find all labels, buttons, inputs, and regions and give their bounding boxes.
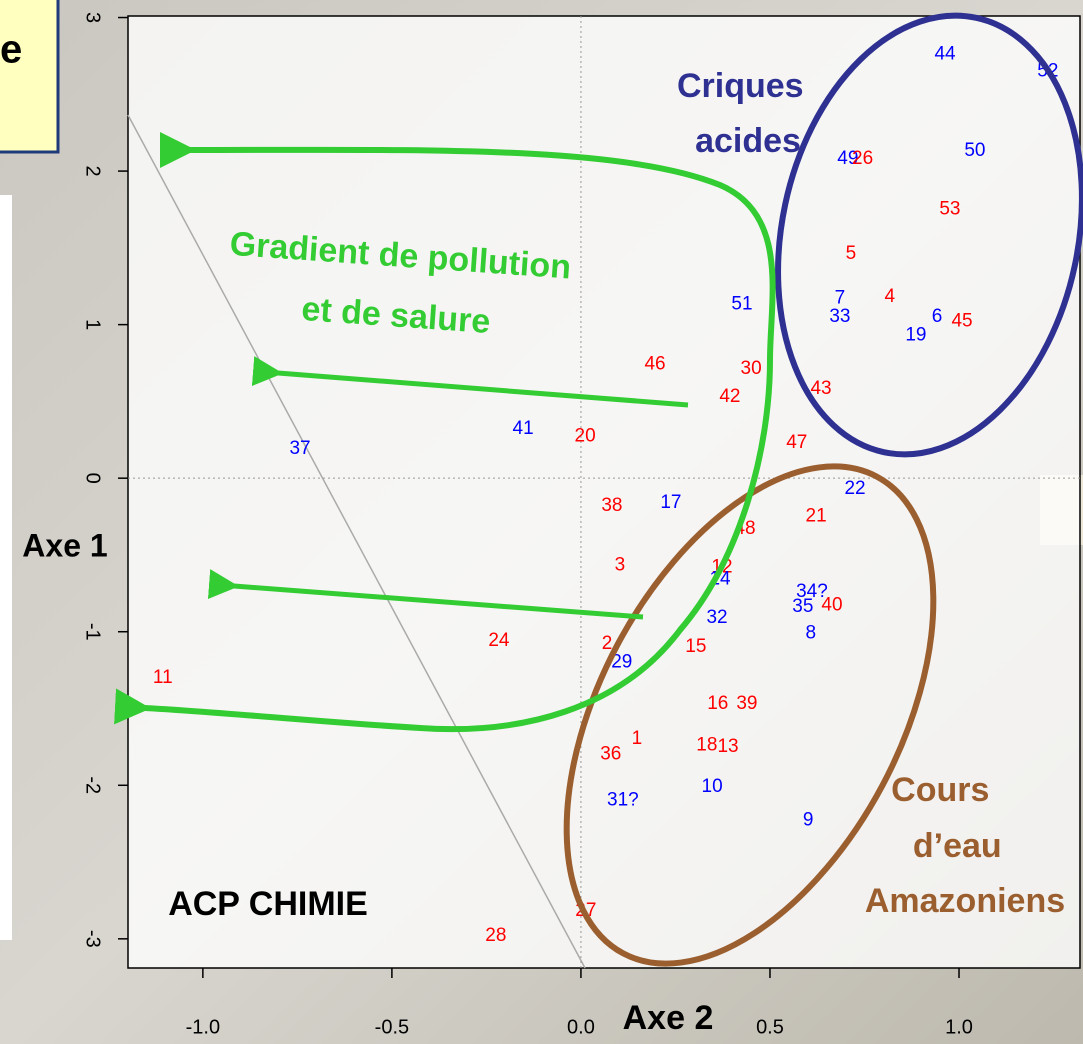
point-label: 4 xyxy=(885,286,896,307)
point-label: 32 xyxy=(706,607,727,628)
point-label: 5 xyxy=(846,243,857,264)
point-label: 46 xyxy=(644,354,665,375)
point-label: 42 xyxy=(719,386,740,407)
y-tick-label: -3 xyxy=(82,930,104,948)
gradient-arrow xyxy=(114,132,776,733)
point-label: 19 xyxy=(905,324,926,345)
decor-line xyxy=(127,114,586,969)
annotation-line: Criques xyxy=(677,67,804,105)
point-label: 26 xyxy=(852,148,873,169)
x-tick-label: -1.0 xyxy=(186,1016,220,1038)
point-label: 21 xyxy=(806,506,827,527)
point-label: 31? xyxy=(607,790,639,811)
point-label: 9 xyxy=(803,810,814,831)
point-label: 10 xyxy=(702,776,723,797)
point-label: 45 xyxy=(951,311,972,332)
point-label: 11 xyxy=(153,667,173,688)
point-label: 47 xyxy=(786,432,807,453)
point-label: 51 xyxy=(731,294,752,315)
point-label: 30 xyxy=(741,358,762,379)
point-label: 44 xyxy=(934,43,956,64)
x-tick-label: 0.5 xyxy=(756,1016,784,1038)
plot-area xyxy=(127,15,1081,969)
annotation-line: d’eau xyxy=(913,827,1002,865)
point-label: 28 xyxy=(485,925,506,946)
point-label: 16 xyxy=(707,693,728,714)
title-box xyxy=(0,0,60,154)
point-label: 18 xyxy=(696,734,717,755)
y-tick-label: -2 xyxy=(82,776,104,794)
point-label: 41 xyxy=(513,418,534,439)
x-tick-label: 0.0 xyxy=(567,1016,595,1038)
point-label: 8 xyxy=(806,622,817,643)
point-label: 35 xyxy=(792,596,813,617)
point-label: 29 xyxy=(611,651,632,672)
x-tick-label: -0.5 xyxy=(375,1016,409,1038)
point-label: 22 xyxy=(844,478,865,499)
y-tick-label: 2 xyxy=(82,166,104,177)
point-label: 53 xyxy=(939,198,960,219)
point-label: 13 xyxy=(717,736,738,757)
point-label: 40 xyxy=(821,595,842,616)
point-label: 7 xyxy=(835,288,846,309)
annotation-line: Cours xyxy=(891,771,989,809)
title-fragment: e xyxy=(0,28,22,72)
annotation: Criques acides xyxy=(677,67,813,160)
ellipse-cours xyxy=(563,463,937,967)
ellipse-criques xyxy=(775,12,1083,458)
point-label: 36 xyxy=(600,744,621,765)
point-label: 33 xyxy=(829,306,850,327)
point-label: 17 xyxy=(660,492,681,513)
annotation: ACP CHIMIE xyxy=(168,885,368,923)
y-tick-label: -1 xyxy=(82,623,104,641)
point-label: 6 xyxy=(932,306,943,327)
point-label: 24 xyxy=(488,630,510,651)
gradient-arrow xyxy=(207,569,644,620)
point-label: 38 xyxy=(601,495,622,516)
x-axis-label: Axe 2 xyxy=(623,999,714,1037)
y-tick-label: 1 xyxy=(82,319,104,330)
point-label: 39 xyxy=(736,693,757,714)
point-label: 50 xyxy=(964,140,985,161)
x-tick-label: 1.0 xyxy=(945,1016,973,1038)
point-label: 15 xyxy=(685,636,706,657)
y-tick-label: 0 xyxy=(82,473,104,484)
annotation-line: Amazoniens xyxy=(865,882,1065,920)
y-axis-label: Axe 1 xyxy=(22,527,107,563)
side-panel xyxy=(0,195,12,940)
point-label: 20 xyxy=(575,426,596,447)
point-label: 43 xyxy=(810,378,831,399)
annotation: Cours d’eau Amazoniens xyxy=(865,771,1065,920)
gradient-arrow xyxy=(251,356,689,408)
y-tick-label: 3 xyxy=(82,12,104,23)
point-label: 3 xyxy=(615,555,626,576)
annotation-line: acides xyxy=(695,122,801,160)
point-label: 1 xyxy=(632,728,643,749)
point-label: 34? xyxy=(796,581,828,602)
point-label: 49 xyxy=(837,148,858,169)
point-label: 2 xyxy=(602,633,613,654)
point-label: 37 xyxy=(289,438,310,459)
